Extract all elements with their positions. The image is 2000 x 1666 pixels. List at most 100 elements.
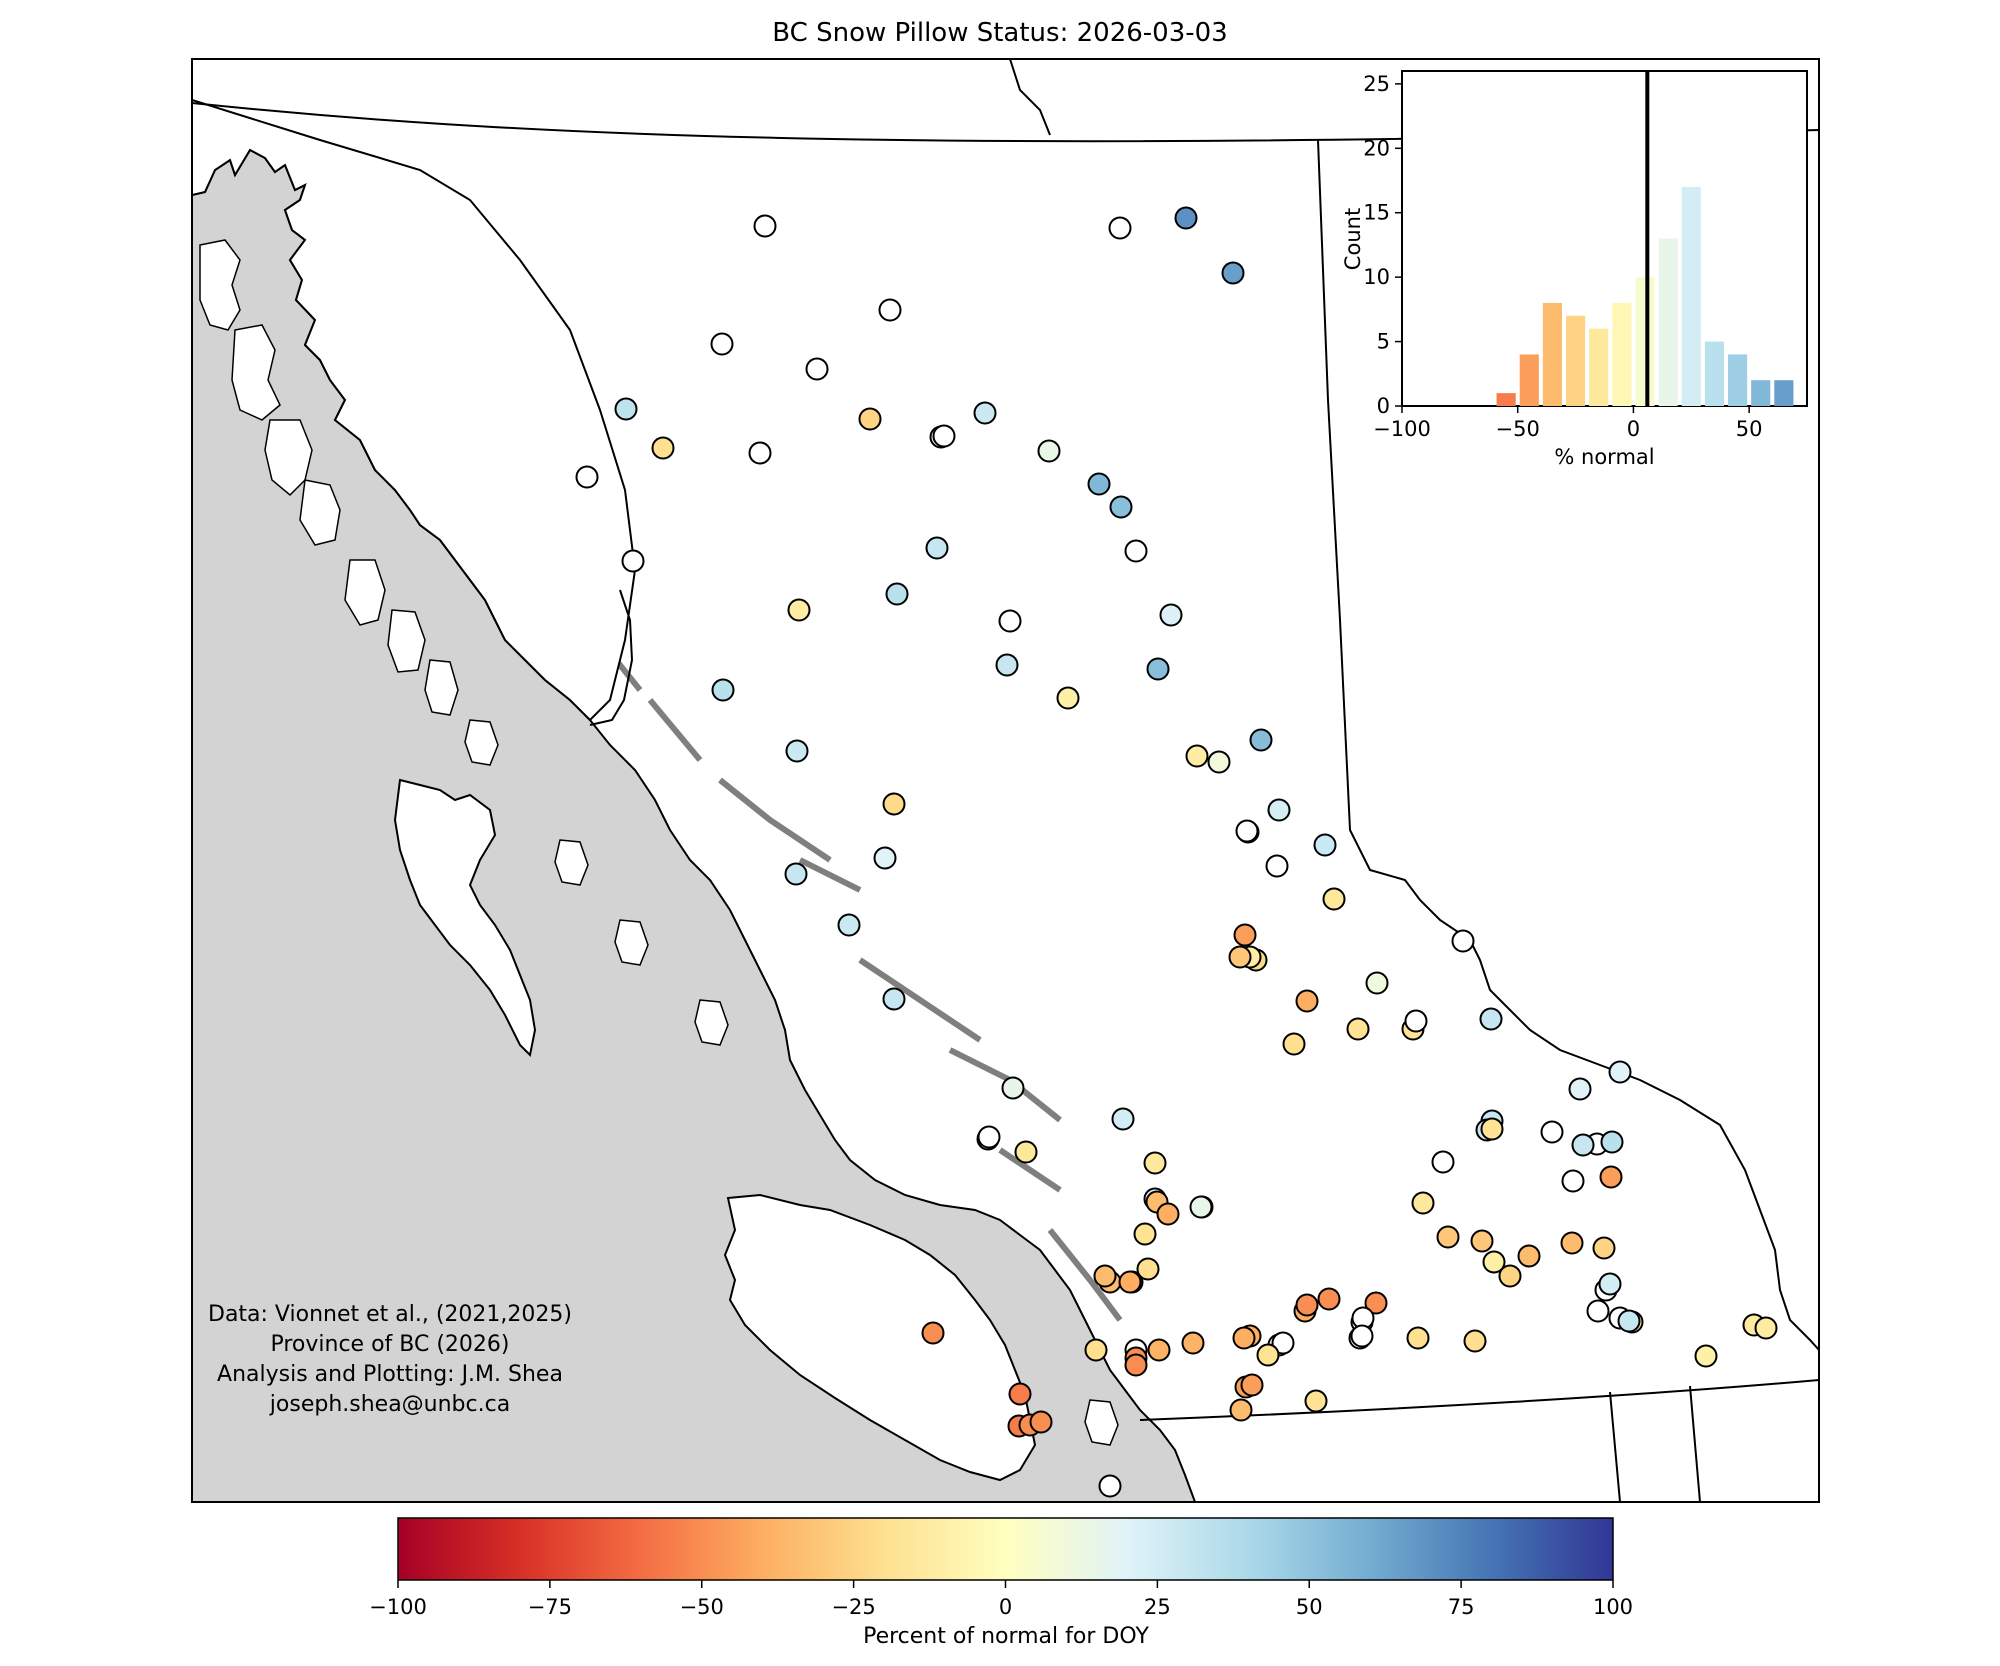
station-marker bbox=[921, 1321, 945, 1345]
station-marker bbox=[1592, 1236, 1616, 1260]
histogram-bars bbox=[1496, 71, 1794, 406]
station-marker bbox=[1267, 798, 1291, 822]
colorbar-tick-label: −75 bbox=[528, 1595, 572, 1619]
station-marker bbox=[785, 739, 809, 763]
station-marker bbox=[1600, 1130, 1624, 1154]
station-marker bbox=[1436, 1225, 1460, 1249]
station-marker bbox=[1087, 472, 1111, 496]
station-marker bbox=[1411, 1191, 1435, 1215]
station-marker bbox=[998, 609, 1022, 633]
histogram-bar bbox=[1728, 354, 1748, 406]
histogram-y-tick-label: 25 bbox=[1363, 72, 1390, 96]
histogram-bar bbox=[1612, 302, 1632, 406]
histogram-y-label: Count bbox=[1341, 208, 1365, 270]
station-marker bbox=[1001, 1076, 1025, 1100]
station-marker bbox=[621, 549, 645, 573]
station-marker bbox=[1109, 495, 1133, 519]
histogram-inset: −100 −50 0 50 0 5 10 15 20 25 % normal Count bbox=[1341, 70, 1808, 469]
station-marker bbox=[1118, 1270, 1142, 1294]
histogram-bar bbox=[1566, 315, 1586, 406]
histogram-y-tick-label: 10 bbox=[1363, 265, 1390, 289]
histogram-bar bbox=[1751, 380, 1771, 406]
histogram-bar bbox=[1496, 393, 1516, 406]
histogram-bar bbox=[1774, 380, 1794, 406]
station-marker bbox=[1470, 1229, 1494, 1253]
station-marker bbox=[1029, 1410, 1053, 1434]
station-marker bbox=[1056, 686, 1080, 710]
colorbar-tick-label: −100 bbox=[369, 1595, 427, 1619]
station-marker bbox=[1233, 923, 1257, 947]
station-marker bbox=[1479, 1007, 1503, 1031]
station-marker bbox=[1295, 1293, 1319, 1317]
histogram-x-tick-label: 0 bbox=[1627, 417, 1640, 441]
coastal-islands bbox=[199, 239, 1119, 1446]
station-marker bbox=[1108, 216, 1132, 240]
station-markers bbox=[575, 206, 1778, 1498]
alberta-border bbox=[1317, 139, 1819, 1351]
bc-coast-border bbox=[589, 589, 634, 726]
histogram-y-tick-label: 20 bbox=[1363, 136, 1390, 160]
station-marker bbox=[858, 407, 882, 431]
station-marker bbox=[1093, 1264, 1117, 1288]
histogram-axes: −100 −50 0 50 0 5 10 15 20 25 % normal Count bbox=[1341, 72, 1763, 469]
map-title: BC Snow Pillow Status: 2026-03-03 bbox=[772, 18, 1228, 48]
station-marker bbox=[784, 862, 808, 886]
station-marker bbox=[1404, 1009, 1428, 1033]
colorbar-tick-label: 25 bbox=[1144, 1595, 1171, 1619]
station-marker bbox=[873, 846, 897, 870]
station-marker bbox=[1498, 1264, 1522, 1288]
station-marker bbox=[711, 678, 735, 702]
station-marker bbox=[1185, 744, 1209, 768]
station-marker bbox=[1431, 1150, 1455, 1174]
histogram-y-tick-label: 0 bbox=[1377, 394, 1390, 418]
station-marker bbox=[932, 424, 956, 448]
colorbar-tick-label: 50 bbox=[1296, 1595, 1323, 1619]
map-frame bbox=[191, 58, 1820, 1503]
station-marker bbox=[1282, 1032, 1306, 1056]
station-marker bbox=[1571, 1133, 1595, 1157]
colorbar-tick-label: 100 bbox=[1593, 1595, 1633, 1619]
station-marker bbox=[1598, 1272, 1622, 1296]
station-marker bbox=[1568, 1077, 1592, 1101]
station-marker bbox=[1229, 1398, 1253, 1422]
station-marker bbox=[1014, 1140, 1038, 1164]
station-marker bbox=[651, 436, 675, 460]
station-marker bbox=[1617, 1309, 1641, 1333]
station-marker bbox=[1124, 1353, 1148, 1377]
credit-line: joseph.shea@unbc.ca bbox=[269, 1392, 511, 1417]
us-state-border-1 bbox=[1609, 1391, 1621, 1502]
station-marker bbox=[882, 792, 906, 816]
histogram-bar bbox=[1704, 341, 1724, 406]
colorbar-tick-label: 75 bbox=[1448, 1595, 1475, 1619]
haida-gwaii bbox=[393, 778, 537, 1058]
station-marker bbox=[1463, 1329, 1487, 1353]
histogram-bar bbox=[1681, 186, 1701, 406]
colorbar-label: Percent of normal for DOY bbox=[863, 1624, 1149, 1649]
station-marker bbox=[1365, 971, 1389, 995]
station-marker bbox=[1608, 1060, 1632, 1084]
station-marker bbox=[1174, 206, 1198, 230]
station-marker bbox=[1322, 887, 1346, 911]
histogram-y-tick-label: 15 bbox=[1363, 201, 1390, 225]
station-marker bbox=[1364, 1291, 1388, 1315]
histogram-bar bbox=[1542, 302, 1562, 406]
credit-line: Analysis and Plotting: J.M. Shea bbox=[217, 1362, 563, 1387]
station-marker bbox=[1480, 1117, 1504, 1141]
histogram-y-tick-label: 5 bbox=[1377, 330, 1390, 354]
station-marker bbox=[973, 401, 997, 425]
station-marker bbox=[1147, 1338, 1171, 1362]
station-marker bbox=[1317, 1287, 1341, 1311]
vancouver-island bbox=[723, 1193, 1037, 1482]
station-marker bbox=[878, 298, 902, 322]
histogram-bar bbox=[1589, 328, 1609, 406]
northwest-border bbox=[1009, 59, 1051, 136]
station-marker bbox=[1313, 833, 1337, 857]
station-marker bbox=[925, 536, 949, 560]
station-marker bbox=[1350, 1324, 1374, 1348]
station-marker bbox=[1517, 1244, 1541, 1268]
station-marker bbox=[1694, 1344, 1718, 1368]
station-marker bbox=[748, 441, 772, 465]
station-marker bbox=[710, 332, 734, 356]
station-marker bbox=[995, 653, 1019, 677]
us-state-border-2 bbox=[1689, 1385, 1701, 1502]
